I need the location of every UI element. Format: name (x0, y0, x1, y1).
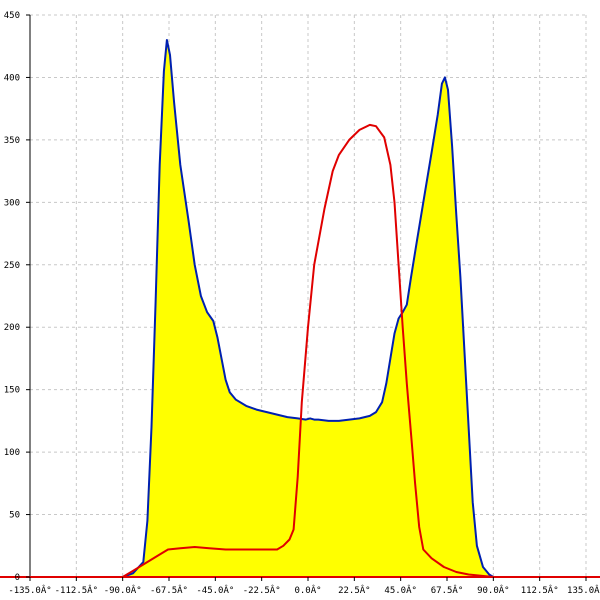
x-tick-label: -45.0Â° (196, 584, 234, 596)
x-tick-label: -67.5Â° (150, 584, 188, 596)
y-tick-label: 450 (4, 11, 20, 21)
tick-labels: -135.0Â° -112.5Â° -90.0Â° -67.5Â° -45.0Â° -22… (4, 11, 600, 596)
x-tick-label: -90.0Â° (104, 584, 142, 596)
x-tick-label: -112.5Â° (55, 584, 98, 596)
series-0-line (121, 39, 495, 578)
x-tick-label: 67.5Â° (431, 584, 464, 596)
axes (0, 14, 600, 581)
x-tick-label: 45.0Â° (384, 584, 417, 596)
y-tick-label: 50 (9, 511, 20, 521)
y-tick-label: 250 (4, 261, 20, 271)
x-tick-label: 112.5Â° (521, 584, 559, 596)
x-tick-label: -22.5Â° (243, 584, 281, 596)
y-tick-label: 400 (4, 73, 20, 83)
y-tick-label: 350 (4, 136, 20, 146)
y-tick-label: 100 (4, 448, 20, 458)
y-tick-label: 200 (4, 323, 20, 333)
y-tick-label: 0 (15, 573, 20, 583)
x-tick-label: -135.0Â° (8, 584, 51, 596)
x-tick-label: 135.0Â° (567, 584, 600, 596)
y-tick-label: 150 (4, 386, 20, 396)
x-tick-label: 0.0Â° (294, 584, 321, 596)
series-0-area (122, 40, 494, 577)
series-1-line (29, 123, 587, 578)
x-tick-label: 22.5Â° (338, 584, 371, 596)
x-tick-label: 90.0Â° (477, 584, 510, 596)
y-tick-label: 300 (4, 198, 20, 208)
fill-areas (122, 40, 494, 577)
series-lines (29, 39, 587, 578)
